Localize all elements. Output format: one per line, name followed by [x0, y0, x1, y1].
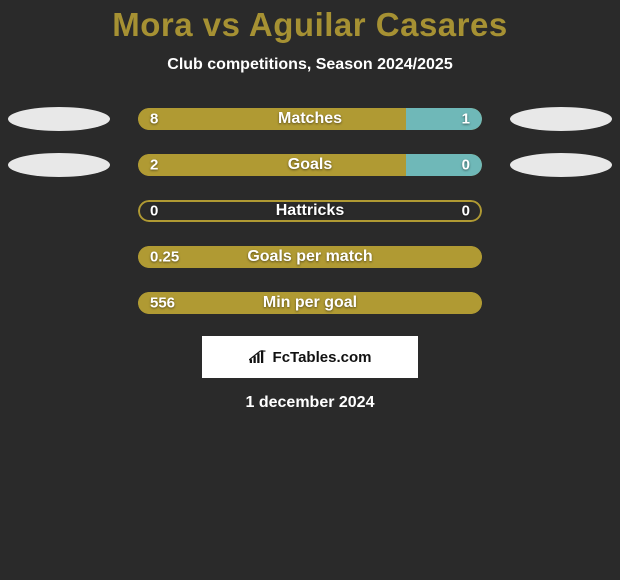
- chart-icon: [249, 350, 267, 364]
- player-left-marker: [8, 107, 110, 131]
- player-right-marker: [510, 153, 612, 177]
- stat-bar: Min per goal556: [138, 292, 482, 314]
- stat-bar-left-segment: [138, 246, 482, 268]
- stat-bar-outline: [138, 200, 482, 222]
- stat-row: Goals per match0.25: [0, 246, 620, 268]
- stat-row: Hattricks00: [0, 200, 620, 222]
- stat-bar: Matches81: [138, 108, 482, 130]
- comparison-card: Mora vs Aguilar Casares Club competition…: [0, 0, 620, 412]
- stat-bar-left-segment: [138, 108, 406, 130]
- page-title: Mora vs Aguilar Casares: [112, 6, 507, 44]
- date-label: 1 december 2024: [246, 394, 375, 412]
- player-left-marker: [8, 153, 110, 177]
- stat-bar: Hattricks00: [138, 200, 482, 222]
- stat-row: Matches81: [0, 108, 620, 130]
- stat-rows: Matches81 Goals20 Hattricks00 Goals per mat…: [0, 108, 620, 314]
- stat-row: Goals20: [0, 154, 620, 176]
- source-badge[interactable]: FcTables.com: [202, 336, 418, 378]
- stat-bar-left-segment: [138, 292, 482, 314]
- stat-row: Min per goal556: [0, 292, 620, 314]
- source-badge-label: FcTables.com: [273, 349, 372, 366]
- stat-bar-right-segment: [406, 108, 482, 130]
- stat-bar: Goals20: [138, 154, 482, 176]
- stat-bar: Goals per match0.25: [138, 246, 482, 268]
- subtitle: Club competitions, Season 2024/2025: [167, 56, 452, 74]
- stat-bar-left-segment: [138, 154, 406, 176]
- player-right-marker: [510, 107, 612, 131]
- stat-bar-right-segment: [406, 154, 482, 176]
